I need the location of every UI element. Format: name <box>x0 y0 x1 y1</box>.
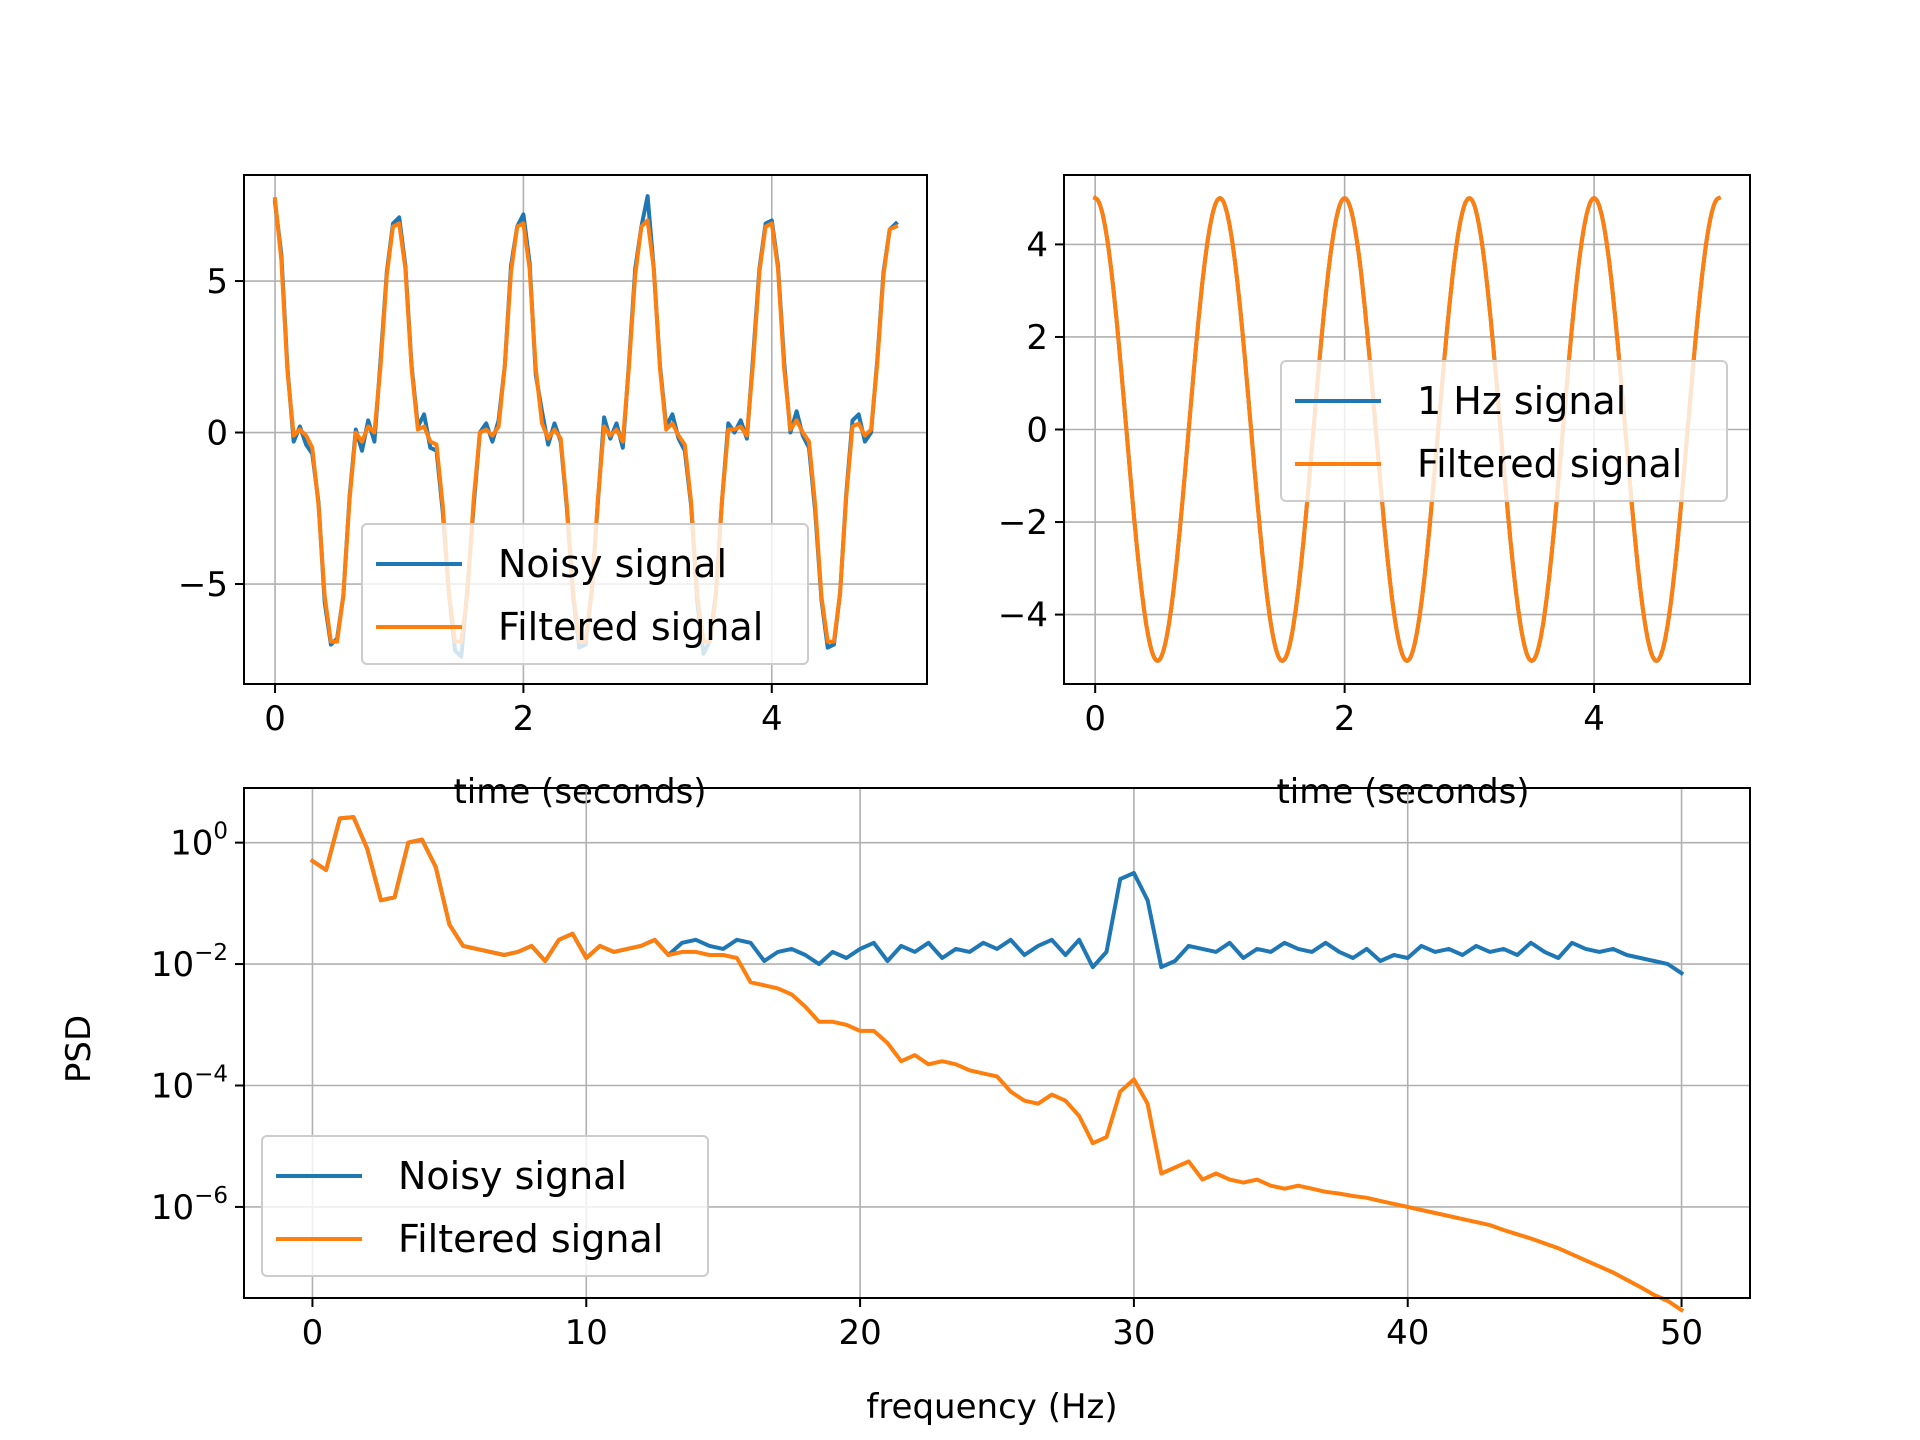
top-left-axes: Noisy signal Filtered signal 0 2 4 −5 0 5 time … <box>178 174 928 812</box>
top-right-filtered-line <box>1092 195 1722 663</box>
top-right-xtick-label: 0 <box>1084 699 1106 739</box>
top-right-legend-label: Filtered signal <box>1417 442 1682 486</box>
bottom-filtered-line <box>309 815 1685 1313</box>
top-left-ytick-label: −5 <box>178 565 228 605</box>
top-left-xtick-label: 0 <box>264 699 286 739</box>
top-left-legend-box <box>361 523 809 665</box>
top-left-xtick-label: 4 <box>761 699 783 739</box>
top-right-ytick-label: −2 <box>998 503 1048 543</box>
top-right-legend-box <box>1280 360 1728 502</box>
bottom-ytick-label: 100 <box>170 819 228 864</box>
top-left-xtick-label: 2 <box>513 699 535 739</box>
bottom-ytick-label: 10−4 <box>151 1062 228 1107</box>
top-left-legend-label: Filtered signal <box>498 605 763 649</box>
top-right-ytick-label: −4 <box>998 596 1048 636</box>
top-right-plot-layer: 1 Hz signal Filtered signal 0 2 4 −4 −2 0 2 4 <box>998 174 1751 739</box>
top-right-xtick-label: 4 <box>1583 699 1605 739</box>
top-left-legend-label: Noisy signal <box>498 542 727 586</box>
bottom-legend-box <box>261 1135 709 1277</box>
bottom-xlabel: frequency (Hz) <box>866 1387 1117 1427</box>
bottom-xtick-label: 20 <box>838 1313 881 1353</box>
top-right-legend-label: 1 Hz signal <box>1417 379 1626 423</box>
top-right-axes: 1 Hz signal Filtered signal 0 2 4 −4 −2 0 2 4 tim… <box>998 174 1751 812</box>
top-left-plot-layer: Noisy signal Filtered signal 0 2 4 −5 0 5 <box>178 174 928 739</box>
bottom-frame <box>243 787 1751 1299</box>
bottom-xtick-label: 50 <box>1660 1313 1703 1353</box>
bottom-ylabel: PSD <box>59 1015 99 1083</box>
bottom-xtick-label: 10 <box>565 1313 608 1353</box>
top-left-ytick-label: 5 <box>206 262 228 302</box>
top-right-xtick-label: 2 <box>1334 699 1356 739</box>
bottom-plot-layer: Noisy signal Filtered signal 0 10 20 30 40 50 10… <box>151 787 1751 1353</box>
top-right-ytick-label: 2 <box>1026 318 1048 358</box>
bottom-xtick-label: 0 <box>302 1313 324 1353</box>
top-right-ytick-label: 0 <box>1026 411 1048 451</box>
bottom-legend-label: Filtered signal <box>398 1217 663 1261</box>
top-left-ytick-label: 0 <box>206 414 228 454</box>
bottom-legend-label: Noisy signal <box>398 1154 627 1198</box>
top-left-xlabel: time (seconds) <box>453 772 706 812</box>
top-right-xlabel: time (seconds) <box>1276 772 1529 812</box>
top-left-frame <box>243 174 928 685</box>
top-right-ytick-label: 4 <box>1026 225 1048 265</box>
bottom-axes: Noisy signal Filtered signal 0 10 20 30 40 50 10… <box>59 787 1751 1427</box>
bottom-ytick-label: 10−2 <box>151 940 228 985</box>
bottom-xtick-label: 30 <box>1112 1313 1155 1353</box>
bottom-ytick-label: 10−6 <box>151 1183 228 1228</box>
bottom-xtick-label: 40 <box>1386 1313 1429 1353</box>
